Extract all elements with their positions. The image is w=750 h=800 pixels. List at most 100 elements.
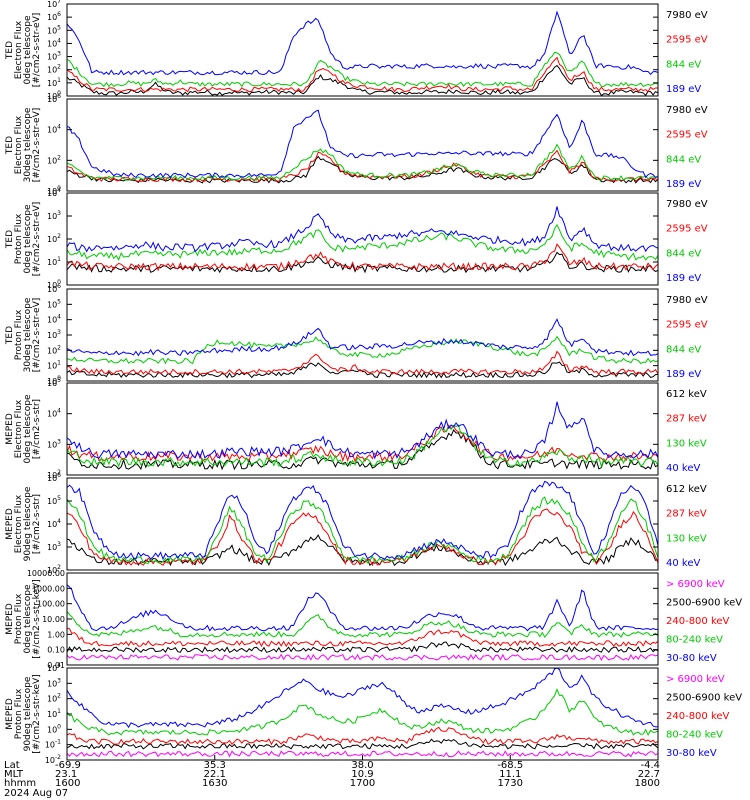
y-tick-label: 102 xyxy=(47,564,61,575)
panel-frame xyxy=(66,477,659,571)
y-tick-label: 103 xyxy=(47,329,61,340)
y-axis-label-line: Electron Flux xyxy=(14,399,24,458)
y-tick-label: 0.01 xyxy=(47,661,65,670)
y-axis-label-line: Electron Flux xyxy=(14,494,24,553)
series-line xyxy=(67,109,658,179)
y-tick-label: 105 xyxy=(47,377,61,388)
legend-label: 80-240 keV xyxy=(666,635,723,646)
y-axis-label-line: Electron Flux xyxy=(14,115,24,174)
y-tick-label: 103 xyxy=(47,438,61,449)
series-line xyxy=(67,738,658,750)
series-line xyxy=(67,627,658,648)
panel-frame xyxy=(66,192,659,286)
x-axis-row-label-hhmm: hhmm xyxy=(4,778,36,789)
series-line xyxy=(67,401,658,460)
y-axis-label-line: [#/cm2-s-str-keV] xyxy=(32,579,42,658)
series-line xyxy=(67,361,658,379)
legend-label: 7980 eV xyxy=(666,10,708,21)
y-tick-label: 100 xyxy=(47,375,61,386)
y-tick-label: 103 xyxy=(47,677,61,688)
panel-traces xyxy=(67,206,658,274)
y-tick-label: 104 xyxy=(47,518,61,529)
y-tick-label: 100 xyxy=(47,90,61,101)
y-axis-label-line: [#/cm2-s-str-eV] xyxy=(32,13,42,88)
y-tick-label: 102 xyxy=(47,233,61,244)
y-axis-label-line: MEPED xyxy=(5,508,15,540)
y-axis-label-line: Proton Flux xyxy=(14,309,24,360)
series-line xyxy=(67,350,658,376)
y-axis-label-line: [#/cm2-s-str-keV] xyxy=(32,674,42,753)
y-axis-label-line: 30deg telescope xyxy=(23,107,33,182)
legend-label: 130 keV xyxy=(666,533,707,544)
y-tick-label: 102 xyxy=(47,64,61,75)
y-tick-label: 106 xyxy=(47,283,61,294)
y-axis-label-line: MEPED xyxy=(5,413,15,445)
panel-traces xyxy=(67,401,658,471)
x-tick-label-mlt: 22.1 xyxy=(204,769,226,780)
x-tick-label-mlt: 23.1 xyxy=(55,769,77,780)
y-axis-label-line: 0deg telescope xyxy=(23,204,33,274)
legend-label: 287 keV xyxy=(666,509,707,520)
series-line xyxy=(67,143,658,182)
panel-frame xyxy=(66,288,659,382)
panel-traces xyxy=(67,318,658,379)
panel-frame xyxy=(66,382,659,476)
series-line xyxy=(67,424,658,463)
y-axis-label-line: Electron Flux xyxy=(14,20,24,79)
y-tick-label: 100 xyxy=(47,723,61,734)
legend-label: 2500-6900 keV xyxy=(666,598,742,609)
legend-label: > 6900 keV xyxy=(666,674,725,685)
x-tick-label-hhmm: 1630 xyxy=(202,778,227,789)
y-axis-label-line: TED xyxy=(5,41,15,60)
y-tick-label: 100 xyxy=(47,185,61,196)
series-line xyxy=(67,496,658,564)
legend-label: 2595 eV xyxy=(666,320,708,331)
y-tick-label: 10000.00 xyxy=(27,569,65,578)
y-tick-label: 1.00 xyxy=(47,630,65,639)
series-line xyxy=(67,335,658,365)
y-tick-label: 100 xyxy=(47,279,61,290)
y-axis-label-line: TED xyxy=(5,326,15,345)
panel-7: > 6900 keV 2500-6900 keV 240-800 keV 80-240… xyxy=(5,569,742,670)
x-tick-label-lat: -69.9 xyxy=(55,760,81,771)
legend-label: 612 keV xyxy=(666,389,707,400)
series-line xyxy=(67,726,658,746)
y-tick-label: 103 xyxy=(47,51,61,62)
series-line xyxy=(67,206,658,253)
series-line xyxy=(67,668,658,729)
legend-label: 2595 eV xyxy=(666,35,708,46)
series-line xyxy=(67,641,658,654)
y-axis-label-line: [#/cm2-s-str-eV] xyxy=(32,108,42,183)
series-line xyxy=(67,424,658,469)
legend-label: 287 keV xyxy=(666,414,707,425)
panel-3: 7980 eV 2595 eV 844 eV 189 eV 100 101 102 103 10… xyxy=(5,187,708,290)
legend-label: 7980 eV xyxy=(666,199,708,210)
y-axis-label-line: [#/cm2-s-str-eV] xyxy=(32,298,42,373)
y-axis-label-line: MEPED xyxy=(5,698,15,730)
y-tick-label: 10-2 xyxy=(45,754,61,765)
y-tick-label: 104 xyxy=(47,124,61,135)
y-tick-label: 1000.00 xyxy=(32,584,65,593)
legend-label: 7980 eV xyxy=(666,295,708,306)
legend-label: 844 eV xyxy=(666,344,701,355)
panel-4: 7980 eV 2595 eV 844 eV 189 eV 100 101 102 103 10… xyxy=(5,283,708,386)
legend-label: 30-80 keV xyxy=(666,653,717,664)
x-axis-row-label-mlt: MLT xyxy=(4,769,24,780)
y-axis-label-line: 90deg telescope xyxy=(23,486,33,561)
panel-6: 612 keV 287 keV 130 keV 40 keV 102 103 104 105 1… xyxy=(5,472,707,575)
y-axis-label-line: 90deg telescope xyxy=(23,676,33,751)
x-tick-label-mlt: 10.9 xyxy=(351,769,373,780)
legend-label: 189 eV xyxy=(666,273,701,284)
y-tick-label: 106 xyxy=(47,93,61,104)
x-tick-label-hhmm: 1730 xyxy=(498,778,523,789)
panel-8: > 6900 keV 2500-6900 keV 240-800 keV 80-240… xyxy=(5,662,742,765)
series-line xyxy=(67,508,658,567)
y-tick-label: 100.00 xyxy=(37,600,65,609)
x-tick-label-hhmm: 1700 xyxy=(350,778,375,789)
y-tick-label: 10.00 xyxy=(42,615,65,624)
legend-label: 240-800 keV xyxy=(666,616,730,627)
series-line xyxy=(67,480,658,561)
series-line xyxy=(67,243,658,272)
